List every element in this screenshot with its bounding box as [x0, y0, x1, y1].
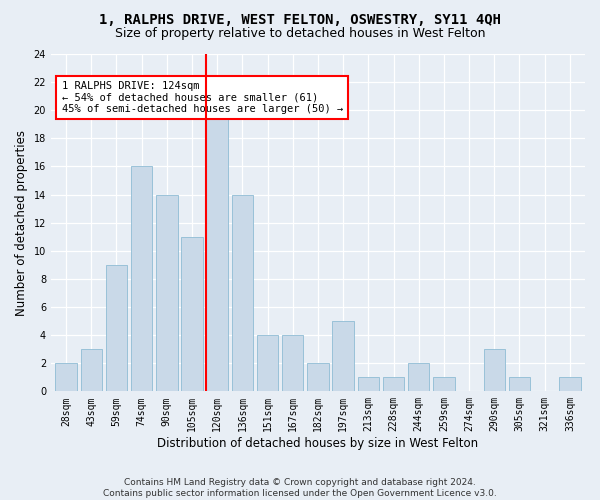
Bar	[156, 194, 178, 392]
Bar	[232, 194, 253, 392]
Bar	[106, 265, 127, 392]
Text: 1, RALPHS DRIVE, WEST FELTON, OSWESTRY, SY11 4QH: 1, RALPHS DRIVE, WEST FELTON, OSWESTRY, …	[99, 12, 501, 26]
X-axis label: Distribution of detached houses by size in West Felton: Distribution of detached houses by size …	[157, 437, 479, 450]
Bar	[55, 363, 77, 392]
Bar	[80, 349, 102, 392]
Bar	[206, 110, 228, 392]
Bar	[332, 321, 354, 392]
Bar	[433, 378, 455, 392]
Bar	[559, 378, 581, 392]
Bar	[509, 378, 530, 392]
Bar	[358, 378, 379, 392]
Y-axis label: Number of detached properties: Number of detached properties	[15, 130, 28, 316]
Bar	[484, 349, 505, 392]
Bar	[307, 363, 329, 392]
Bar	[408, 363, 430, 392]
Text: Size of property relative to detached houses in West Felton: Size of property relative to detached ho…	[115, 28, 485, 40]
Text: Contains HM Land Registry data © Crown copyright and database right 2024.
Contai: Contains HM Land Registry data © Crown c…	[103, 478, 497, 498]
Bar	[131, 166, 152, 392]
Bar	[282, 335, 304, 392]
Text: 1 RALPHS DRIVE: 124sqm
← 54% of detached houses are smaller (61)
45% of semi-det: 1 RALPHS DRIVE: 124sqm ← 54% of detached…	[62, 81, 343, 114]
Bar	[181, 236, 203, 392]
Bar	[257, 335, 278, 392]
Bar	[383, 378, 404, 392]
